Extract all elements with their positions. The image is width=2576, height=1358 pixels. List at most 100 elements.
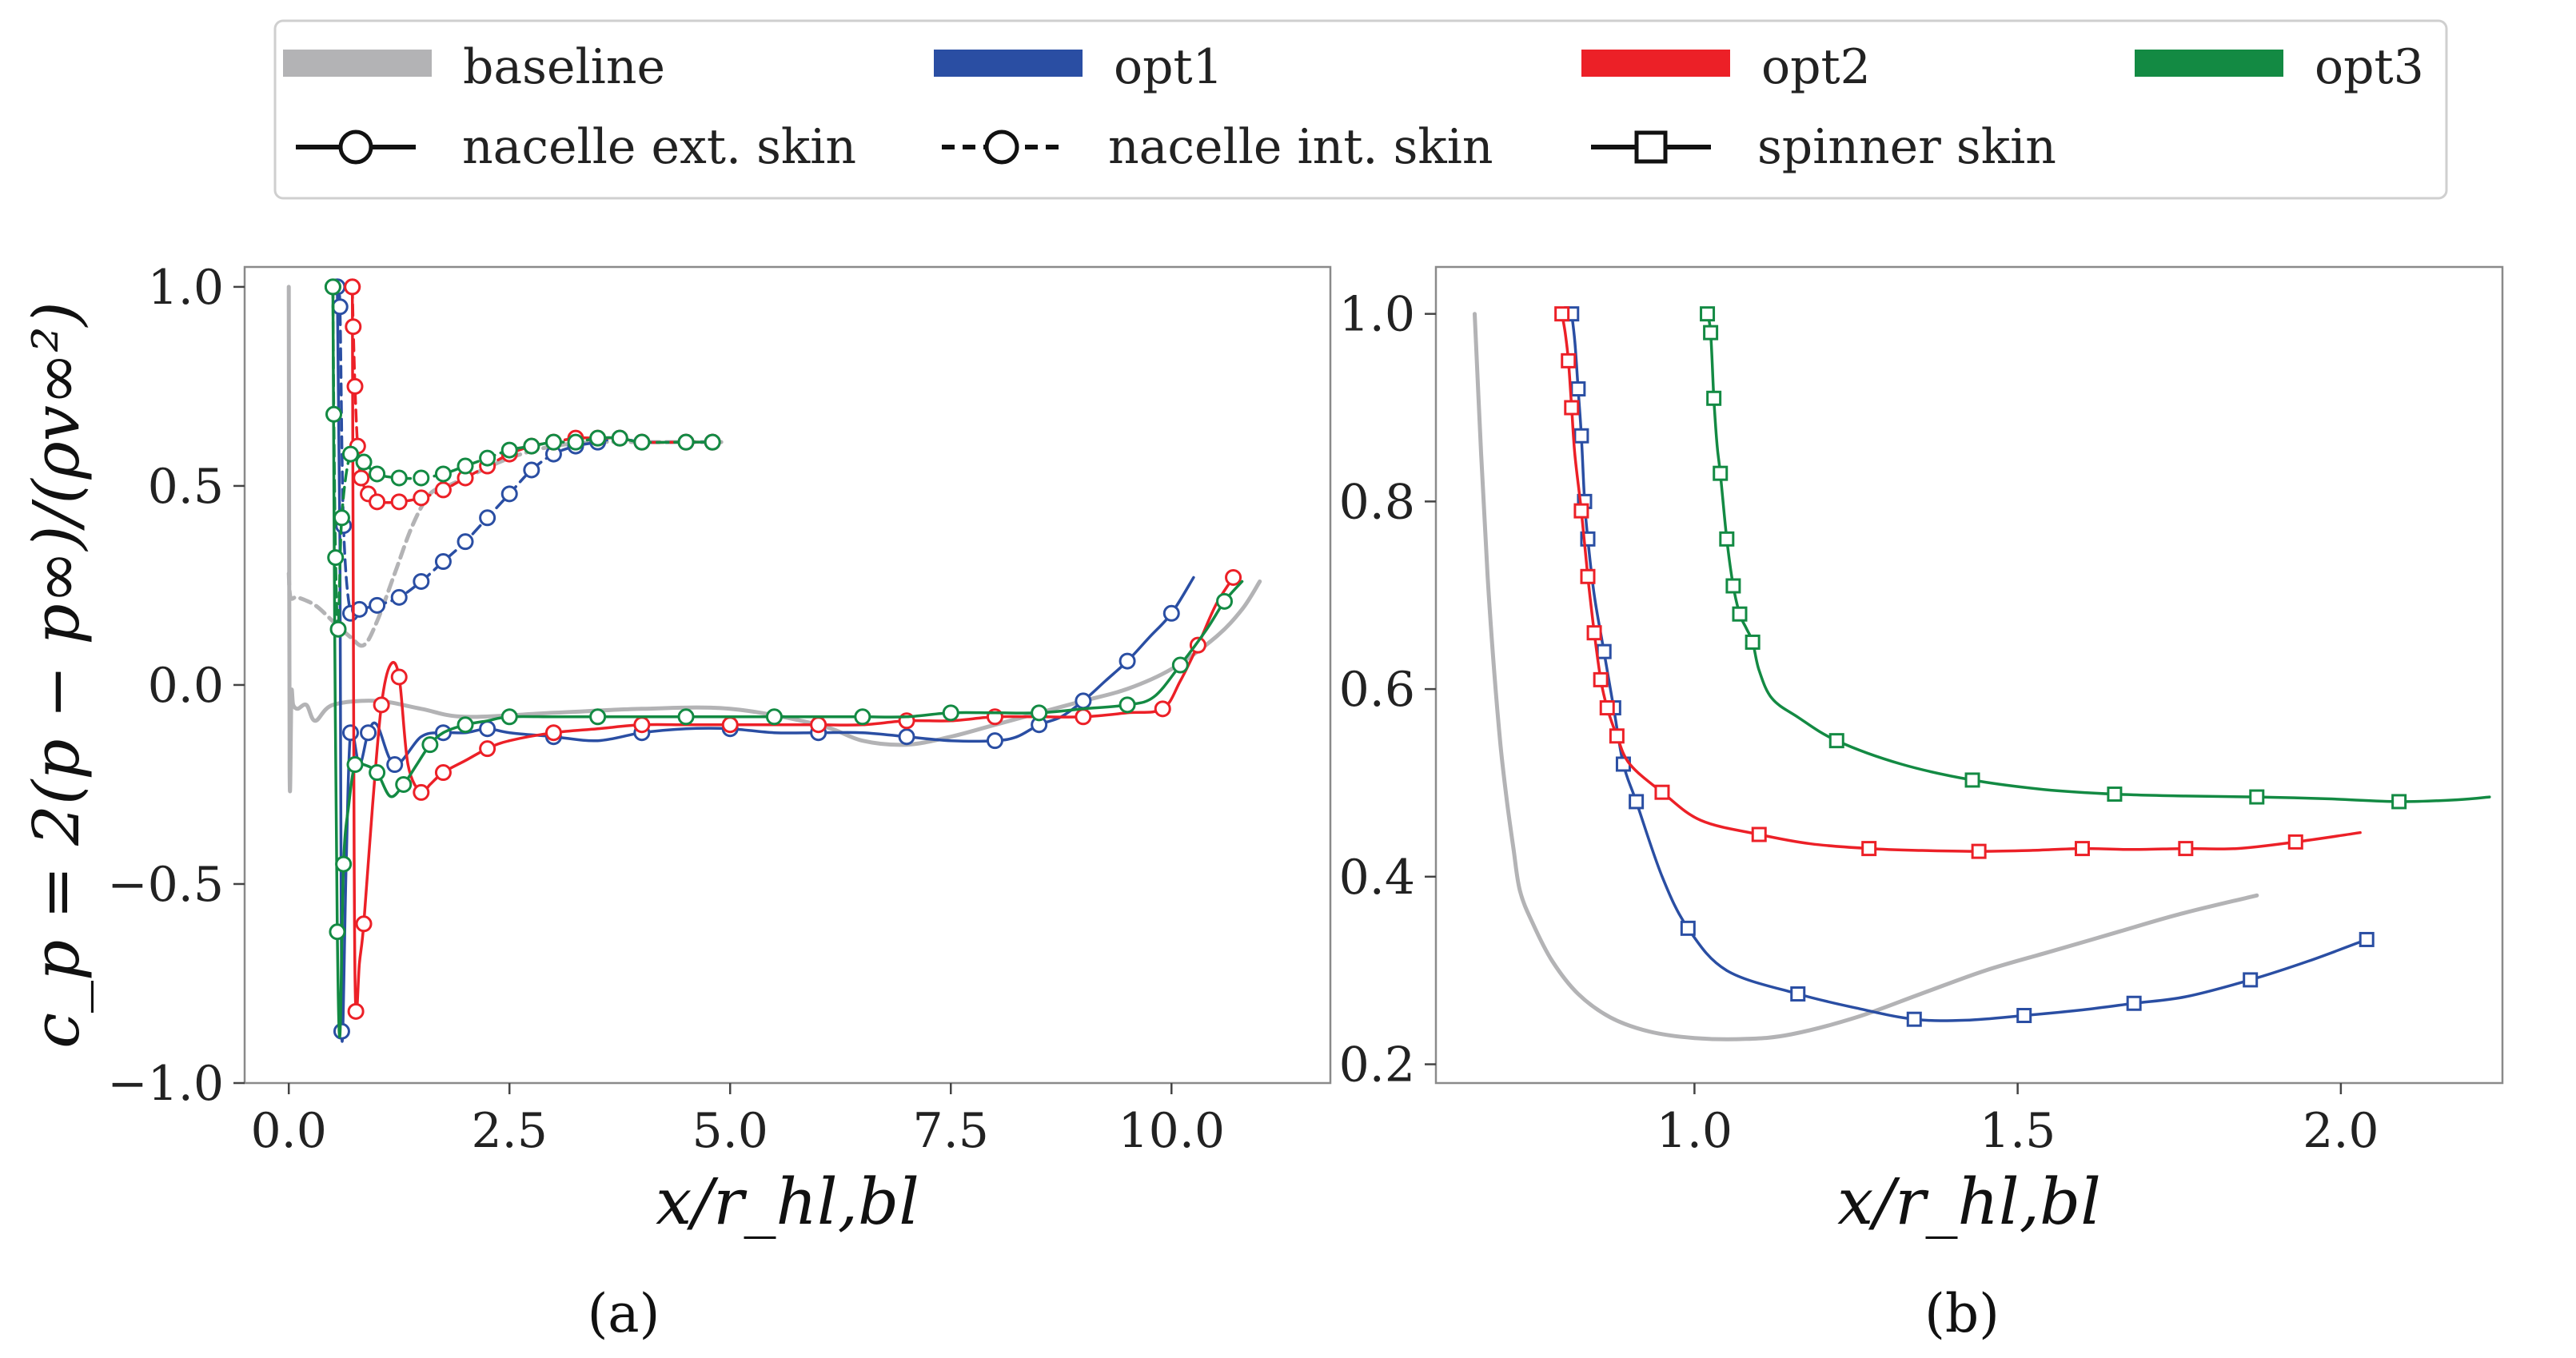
point-a-opt1-solid-24 — [986, 732, 1003, 750]
point-a-opt3-dashed-16 — [567, 433, 584, 451]
x-tick-label-b-1: 1.5 — [1980, 1103, 2056, 1159]
y-tick-label-a-4: 1.0 — [148, 260, 224, 316]
y-tick-label-a-2: 0.0 — [148, 658, 224, 714]
x-axis-title-b: x/r_hl,bl — [1837, 1165, 2101, 1239]
point-a-opt3-solid-8 — [369, 764, 386, 782]
point-a-opt2-solid-2 — [347, 1002, 365, 1020]
point-b-opt2-22 — [2178, 841, 2194, 857]
point-b-opt2-18 — [1971, 843, 1987, 859]
point-b-opt2-20 — [2074, 841, 2090, 857]
point-b-opt3-21 — [2391, 794, 2407, 810]
series-b-opt1-solid-line — [1570, 312, 2368, 1022]
point-a-opt2-dashed-2 — [346, 377, 364, 395]
point-b-opt3-7 — [1732, 606, 1748, 622]
panel-a: 0.0 2.5 5.0 7.5 10.0 −1.0 −0.5 0.0 0.5 1.0 x/r_hl,… — [19, 260, 1332, 1344]
legend-swatch-opt1 — [934, 50, 1083, 77]
point-a-opt3-solid-18 — [589, 708, 607, 726]
point-a-opt3-dashed-18 — [611, 429, 628, 447]
point-a-opt3-dashed-11 — [457, 457, 474, 475]
point-b-opt3-13 — [1828, 733, 1844, 749]
point-a-opt3-solid-14 — [457, 716, 474, 734]
point-b-opt2-9 — [1599, 700, 1615, 716]
point-a-opt3-dashed-10 — [434, 465, 452, 483]
point-a-opt3-dashed-14 — [523, 437, 540, 455]
point-b-opt2-6 — [1580, 568, 1596, 584]
legend-swatch-opt2 — [1581, 50, 1730, 77]
y-tick-label-b-1: 0.4 — [1339, 850, 1415, 906]
point-a-opt3-dashed-17 — [589, 429, 607, 447]
point-a-opt2-solid-8 — [390, 668, 408, 686]
point-b-opt3-19 — [2249, 789, 2265, 805]
point-b-opt2-7 — [1586, 625, 1602, 641]
point-b-opt2-14 — [1751, 826, 1767, 842]
point-a-opt3-dashed-7 — [369, 465, 386, 483]
point-b-opt1-7 — [1596, 643, 1612, 659]
point-a-opt1-dashed-8 — [434, 553, 452, 571]
point-a-opt3-dashed-12 — [479, 449, 496, 467]
point-a-opt3-solid-34 — [1216, 592, 1234, 610]
y-tick-label-a-1: −0.5 — [107, 857, 224, 913]
point-a-opt1-solid-8 — [386, 756, 404, 774]
series-a-opt3-solid-line — [331, 285, 1244, 1038]
point-b-opt3-0 — [1700, 306, 1716, 322]
x-tick-label-b-2: 2.0 — [2303, 1103, 2379, 1159]
y-tick-label-b-0: 0.2 — [1339, 1037, 1415, 1093]
point-b-opt1-22 — [2243, 972, 2259, 988]
series-b-opt3-solid-line — [1705, 312, 2491, 803]
point-b-opt2-10 — [1609, 728, 1625, 744]
series-a-baseline-solid-line — [286, 285, 1262, 794]
point-b-opt1-18 — [2016, 1008, 2032, 1024]
point-b-opt3-6 — [1725, 578, 1741, 594]
point-a-opt1-dashed-6 — [390, 588, 408, 606]
point-a-opt3-solid-32 — [1171, 656, 1189, 674]
point-a-opt3-dashed-13 — [500, 441, 518, 459]
y-tick-label-b-3: 0.8 — [1339, 474, 1415, 530]
point-a-opt2-solid-6 — [373, 696, 390, 714]
point-a-opt3-dashed-6 — [355, 453, 373, 471]
point-a-opt1-dashed-9 — [457, 533, 474, 551]
point-b-opt2-24 — [2287, 834, 2303, 850]
y-tick-label-a-0: −1.0 — [107, 1056, 224, 1112]
point-a-opt1-dashed-7 — [413, 572, 430, 590]
panel-b-label: (b) — [1924, 1283, 2000, 1344]
x-tick-label-a-1: 2.5 — [472, 1103, 548, 1159]
point-a-opt2-solid-28 — [1075, 708, 1092, 726]
legend-label-opt2: opt2 — [1761, 39, 1871, 95]
point-b-opt2-3 — [1564, 400, 1580, 416]
point-a-opt1-solid-2 — [333, 1022, 350, 1040]
point-b-opt2-16 — [1861, 841, 1877, 857]
point-a-opt3-dashed-21 — [704, 433, 721, 451]
point-b-opt1-2 — [1570, 381, 1586, 397]
point-a-opt1-dashed-10 — [479, 509, 496, 527]
point-a-opt3-dashed-0 — [324, 278, 341, 296]
x-tick-label-a-4: 10.0 — [1118, 1103, 1225, 1159]
point-a-opt3-dashed-15 — [544, 433, 562, 451]
point-b-opt3-4 — [1713, 465, 1729, 481]
point-a-opt2-solid-22 — [810, 716, 827, 734]
x-tick-label-a-0: 0.0 — [250, 1103, 326, 1159]
legend-marker-spinner — [1591, 130, 1711, 164]
point-a-opt2-dashed-9 — [434, 481, 452, 499]
point-a-opt2-solid-34 — [1225, 568, 1242, 586]
point-b-opt2-8 — [1593, 671, 1609, 687]
legend-label-baseline: baseline — [463, 39, 665, 95]
point-a-opt2-solid-16 — [544, 724, 562, 742]
point-a-opt3-dashed-5 — [341, 445, 359, 463]
point-a-opt1-solid-32 — [1162, 604, 1180, 622]
point-a-opt2-dashed-8 — [413, 489, 430, 507]
point-a-opt2-solid-12 — [434, 764, 452, 782]
point-a-opt1-solid-30 — [1119, 652, 1136, 670]
plot-a-frame — [243, 265, 1332, 1085]
legend-marker-label-spinner: spinner skin — [1757, 119, 2056, 175]
y-tick-label-b-2: 0.6 — [1339, 662, 1415, 718]
point-a-opt1-solid-28 — [1075, 692, 1092, 710]
point-a-opt2-dashed-0 — [344, 278, 361, 296]
y-axis-title-a: c_p = 2(p − p∞)/(ρv∞²) — [19, 301, 94, 1049]
point-b-opt2-0 — [1554, 306, 1570, 322]
y-tick-label-b-4: 1.0 — [1339, 287, 1415, 343]
point-a-opt3-solid-24 — [854, 708, 871, 726]
x-tick-label-a-2: 5.0 — [692, 1103, 768, 1159]
point-a-opt3-dashed-4 — [333, 509, 350, 527]
point-b-opt3-17 — [2107, 787, 2123, 802]
series-a-opt3-dashed-line — [331, 285, 714, 631]
